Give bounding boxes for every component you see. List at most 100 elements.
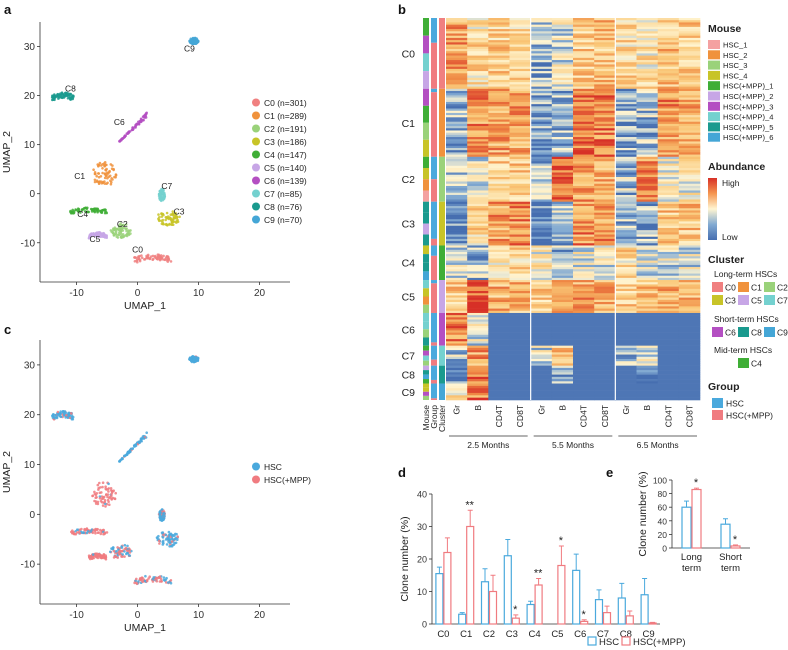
heatmap-cell — [530, 192, 553, 196]
group-point-hsc — [174, 541, 178, 545]
legend-dot-c8 — [252, 202, 260, 211]
heatmap-cell — [488, 40, 510, 43]
heatmap-cell — [615, 185, 637, 189]
heatmap-cell — [657, 358, 680, 362]
heatmap-cell — [467, 73, 489, 76]
heatmap-cell — [657, 134, 680, 138]
heatmap-cell — [446, 271, 468, 274]
heatmap-cell — [530, 172, 553, 176]
heatmap-cell — [509, 352, 531, 355]
heatmap-cell — [509, 101, 531, 105]
mouse-bar-segment — [423, 156, 429, 169]
heatmap-cell — [678, 22, 701, 25]
heatmap-cell — [594, 66, 616, 70]
significance-mark: * — [559, 535, 564, 547]
heatmap-cell — [573, 219, 595, 222]
heatmap-cell — [678, 258, 701, 261]
heatmap-cell — [467, 264, 489, 268]
heatmap-cell — [509, 73, 531, 76]
heatmap-cell — [573, 181, 595, 185]
group-point-hscmpp — [128, 551, 132, 554]
mouse-bar-segment — [423, 105, 429, 123]
heatmap-cell — [573, 154, 595, 158]
umap-group-points — [51, 355, 200, 586]
heatmap-cell — [530, 254, 553, 257]
heatmap-cell — [573, 367, 595, 371]
heatmap-cell — [573, 282, 595, 285]
heatmap-cell — [615, 203, 637, 207]
group-point-hscmpp — [95, 554, 98, 557]
heatmap-cell — [509, 46, 531, 50]
heatmap-cell — [573, 339, 595, 342]
heatmap-cell — [551, 46, 574, 50]
heatmap-cell — [678, 234, 701, 238]
heatmap-cell — [657, 339, 680, 342]
heatmap-cell — [530, 159, 553, 162]
heatmap-cell — [678, 385, 701, 389]
cluster-point-c7 — [162, 188, 165, 192]
group-point-hscmpp — [170, 540, 174, 543]
heatmap-cell — [446, 134, 468, 138]
heatmap-cell — [636, 170, 658, 173]
heatmap-cell — [551, 203, 574, 207]
heatmap-cell — [594, 73, 616, 76]
heatmap-cell — [467, 148, 489, 151]
heatmap-cell — [551, 372, 574, 375]
heatmap-cell — [488, 339, 510, 342]
heatmap-cell — [678, 117, 701, 120]
heatmap-cell — [551, 121, 574, 125]
heatmap-cell — [594, 185, 616, 189]
cluster-point-c5 — [89, 233, 92, 236]
heatmap-cell — [636, 214, 658, 218]
heatmap-cell — [488, 190, 510, 194]
heatmap-cell — [657, 150, 680, 153]
heatmap-cell — [573, 44, 595, 48]
cluster-legend-label-c5: C5 — [751, 296, 762, 306]
heatmap-cell — [467, 177, 489, 180]
heatmap-cell — [615, 385, 637, 389]
heatmap-cell — [615, 168, 637, 171]
heatmap-cell — [594, 77, 616, 81]
heatmap-cell — [467, 66, 489, 70]
heatmap-cell — [594, 108, 616, 112]
group-point-hscmpp — [100, 501, 104, 504]
heatmap-cell — [594, 374, 616, 378]
heatmap-cell — [467, 334, 489, 338]
heatmap-cell — [551, 179, 574, 182]
heatmap-cell — [467, 208, 489, 211]
heatmap-cell — [657, 181, 680, 185]
heatmap-cell — [509, 286, 531, 290]
heatmap-cell — [573, 336, 595, 340]
heatmap-cell — [551, 188, 574, 191]
heatmap-cell — [551, 75, 574, 79]
heatmap-cell — [530, 288, 553, 292]
heatmap-cell — [530, 256, 553, 259]
heatmap-cell — [467, 145, 489, 149]
group-point-hsc — [151, 577, 155, 581]
heatmap-cell — [636, 53, 658, 56]
heatmap-cell — [530, 328, 553, 331]
group-point-hsc — [192, 359, 195, 363]
heatmap-cell — [573, 343, 595, 346]
heatmap-cell — [678, 165, 701, 169]
heatmap-cell — [678, 203, 701, 207]
heatmap-cell — [446, 395, 468, 398]
heatmap-cell — [509, 219, 531, 222]
heatmap-cell — [446, 347, 468, 351]
heatmap-cell — [678, 172, 701, 176]
heatmap-cell — [573, 128, 595, 131]
heatmap-cell — [509, 388, 531, 391]
heatmap-cell — [488, 223, 510, 227]
heatmap-cell — [530, 230, 553, 233]
heatmap-cell — [446, 18, 468, 21]
category-label: C3 — [506, 629, 518, 640]
heatmap-cell — [636, 210, 658, 213]
heatmap-cell — [594, 143, 616, 147]
mouse-bar-segment — [423, 345, 429, 351]
heatmap-cell — [573, 397, 595, 401]
heatmap-cell — [678, 312, 701, 316]
side-bar-label-group: Group — [429, 405, 439, 429]
group-point-hscmpp — [110, 497, 113, 500]
heatmap-cell — [467, 77, 489, 81]
